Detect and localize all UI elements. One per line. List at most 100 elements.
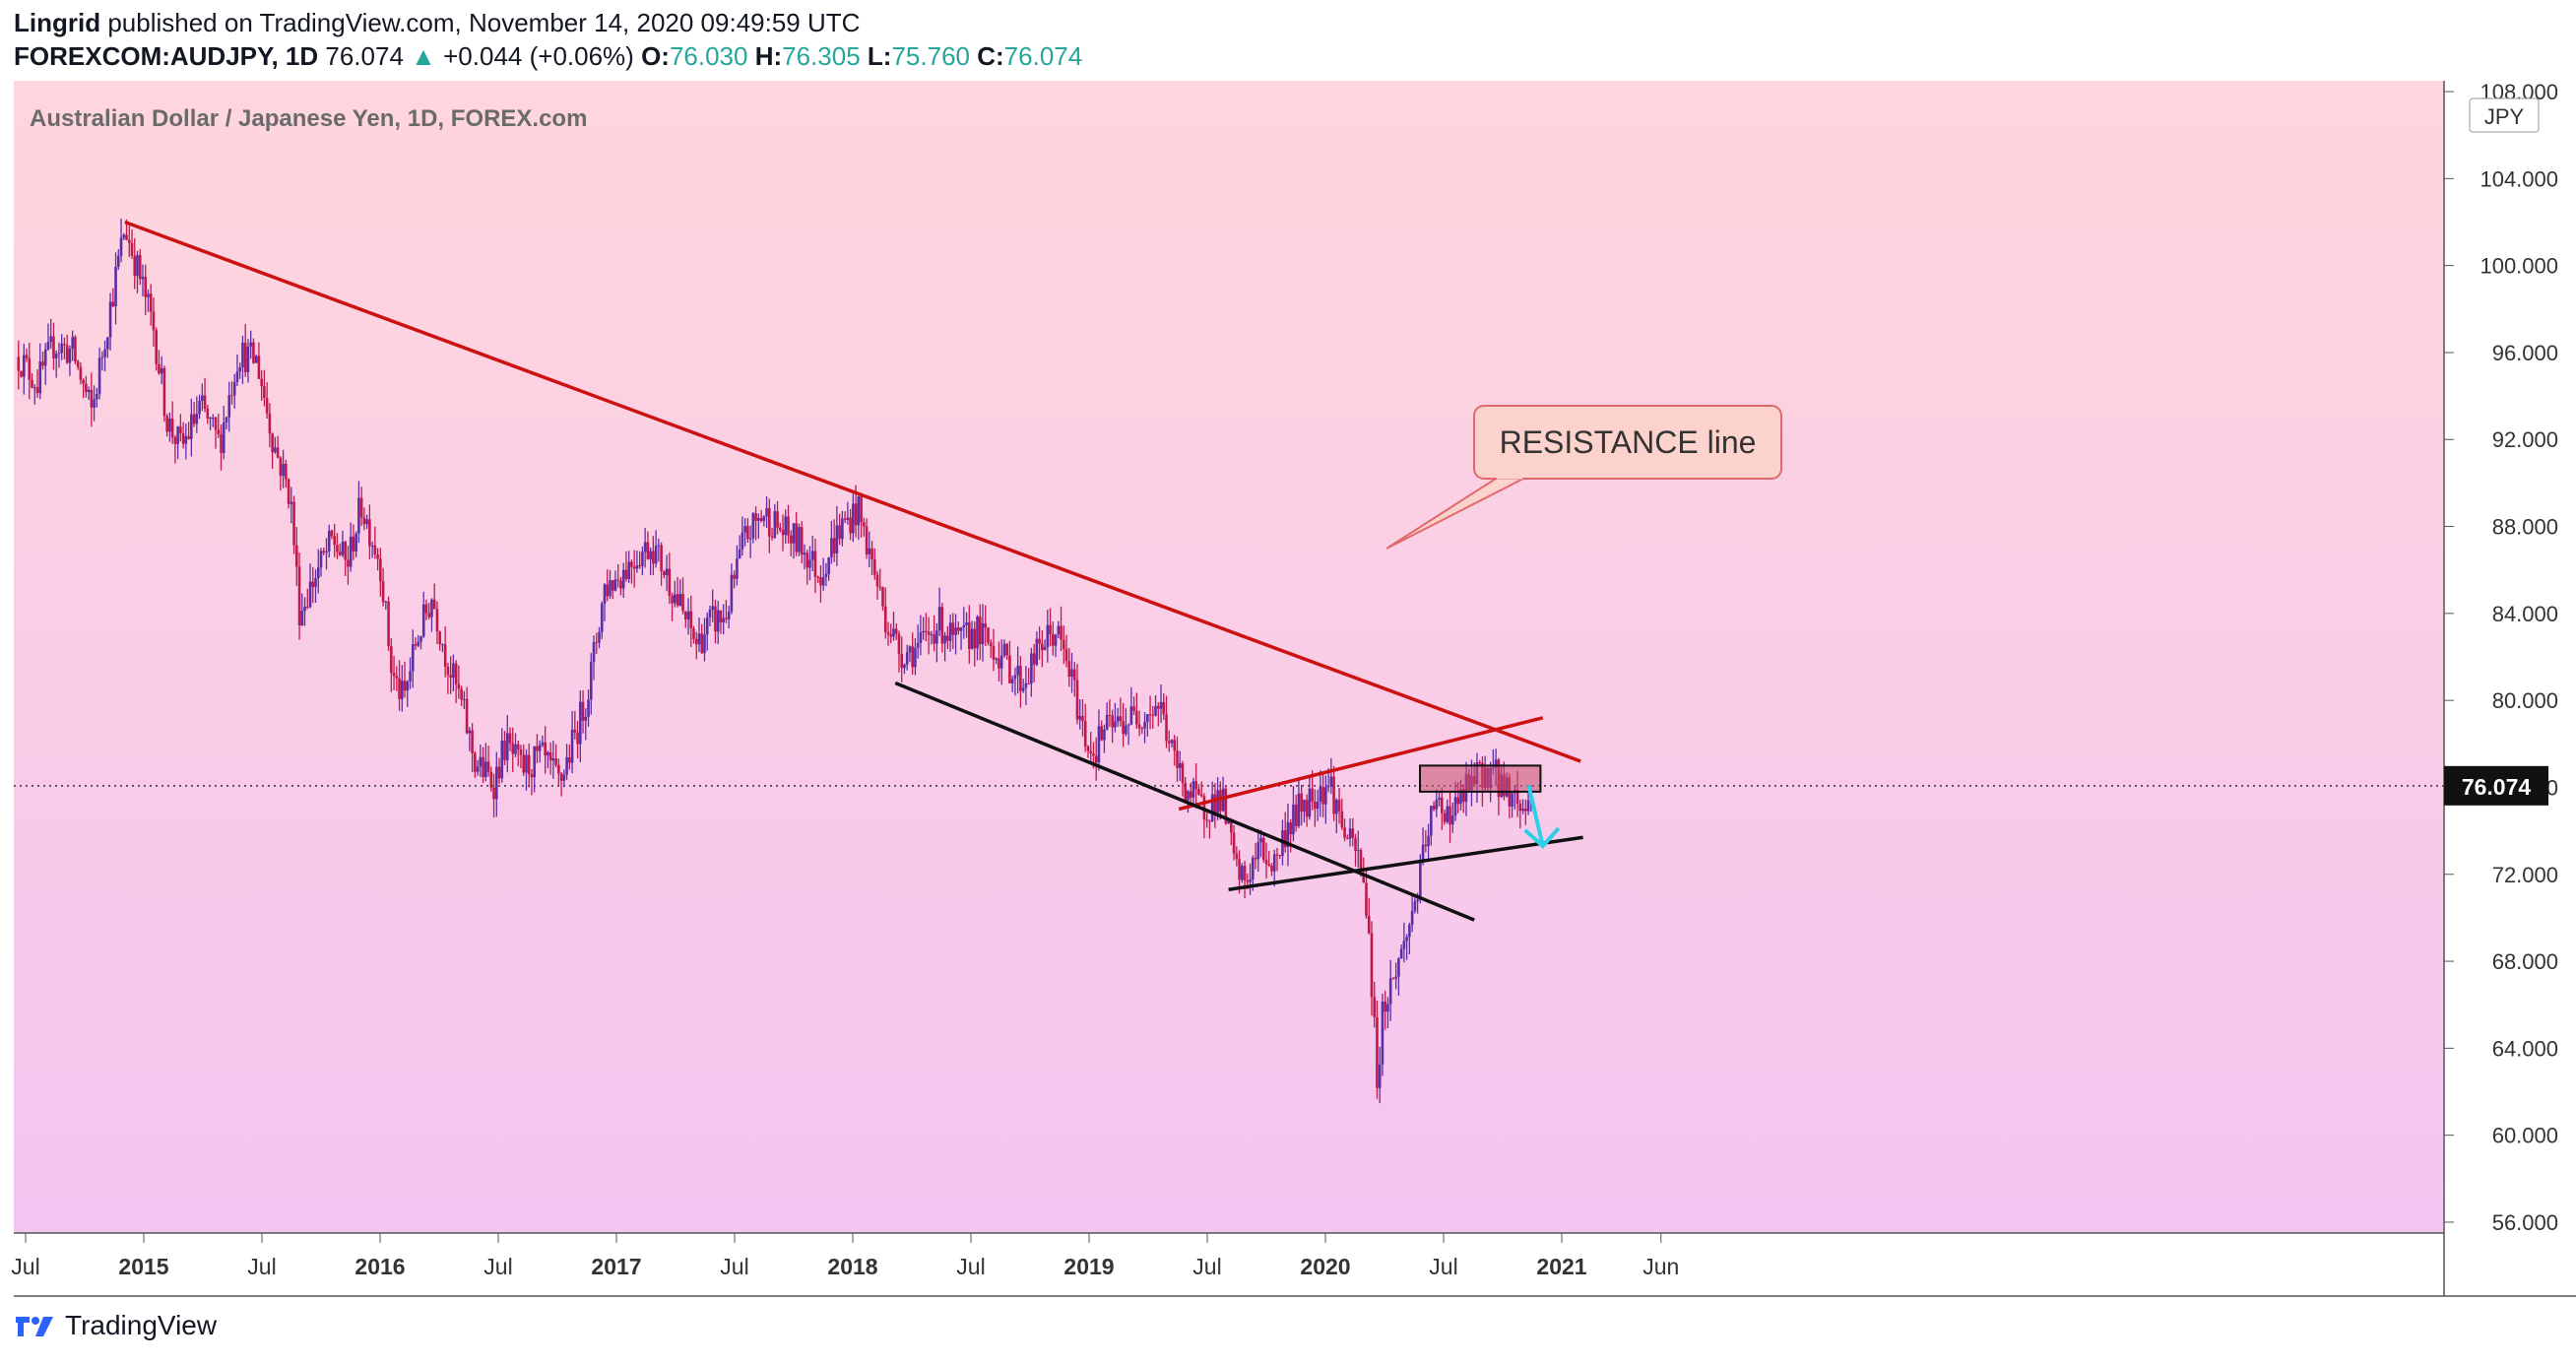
candle-body (1067, 661, 1071, 678)
candle-body (60, 344, 63, 354)
candle-body (1329, 776, 1333, 787)
candle-body (365, 519, 368, 525)
candle-body (220, 433, 223, 453)
candle-body (1178, 763, 1182, 768)
candle-body (411, 644, 415, 672)
candle-body (227, 395, 231, 418)
candle-body (674, 594, 676, 604)
candle-body (803, 552, 806, 555)
author-name[interactable]: Lingrid (14, 8, 101, 37)
candle-body (357, 497, 360, 534)
candle-body (206, 408, 210, 419)
candle-body (1122, 720, 1125, 735)
price-tick-label: 104.000 (2479, 166, 2558, 191)
time-axis[interactable]: Jul 2015 Jul 2016 Jul 2017 Jul 2018 Jul 2019 Jul 20… (11, 1232, 2576, 1297)
candle-body (368, 519, 371, 547)
candle-body (344, 542, 347, 560)
candle-body (705, 617, 709, 635)
candle-body (1013, 675, 1017, 680)
candle-body (652, 551, 655, 564)
candle-body (190, 414, 193, 439)
candle-body (474, 752, 477, 772)
candle-body (1046, 624, 1050, 648)
candle-body (28, 358, 32, 380)
candle-body (619, 580, 622, 589)
candle-body (668, 568, 672, 596)
price-axis[interactable]: 108.000104.000100.00096.00092.00088.0008… (2443, 80, 2558, 1296)
candle-body (776, 511, 779, 528)
candle-body (992, 646, 996, 660)
candle-body (665, 568, 669, 576)
candle-body (1453, 797, 1457, 816)
candle-body (381, 581, 385, 603)
candle-body (249, 342, 252, 347)
candle-body (1449, 806, 1451, 825)
tradingview-footer[interactable]: TradingView (14, 1310, 217, 1341)
candle-body (1038, 638, 1041, 644)
candle-body (530, 774, 534, 778)
candle-body (222, 422, 225, 453)
candle-body (754, 513, 757, 521)
candle-body (1399, 948, 1403, 959)
candle-body (981, 622, 985, 645)
candle-body (454, 663, 458, 684)
candle-body (863, 522, 866, 527)
candle-body (965, 621, 968, 625)
candle-body (314, 578, 317, 588)
candle-body (1184, 782, 1188, 801)
candle-body (946, 635, 949, 641)
candle-body (824, 573, 828, 578)
candle-body (570, 729, 574, 763)
candle-body (1521, 808, 1524, 812)
candle-body (1438, 797, 1441, 800)
candle-body (419, 636, 422, 642)
candle-body (1070, 669, 1073, 678)
candle-body (133, 255, 137, 277)
candle-body (503, 741, 506, 760)
candle-body (176, 426, 179, 444)
candle-body (1008, 655, 1011, 683)
candle-body (1308, 788, 1312, 817)
candle-body (1356, 850, 1360, 852)
candle-body (1216, 790, 1219, 814)
candle-body (984, 622, 988, 628)
candle-body (630, 561, 633, 567)
candle-body (1319, 786, 1322, 802)
candle-body (1241, 866, 1244, 880)
candle-body (557, 764, 560, 774)
candle-body (276, 447, 280, 458)
last-price-label: 76.074 (2462, 774, 2532, 800)
candle-body (392, 673, 396, 677)
candle-body (1324, 787, 1327, 805)
candle-body (1135, 710, 1138, 725)
candle-body (106, 337, 109, 350)
candle-body (544, 742, 547, 756)
candle-body (1019, 666, 1022, 691)
candle-body (1394, 976, 1397, 979)
candle-body (93, 399, 96, 408)
plot-area[interactable] (14, 81, 2444, 1233)
candle-body (362, 517, 366, 525)
candle-body (71, 337, 74, 350)
candle-body (646, 542, 650, 559)
candle-body (1156, 705, 1160, 709)
candle-body (1116, 716, 1120, 722)
candle-body (1249, 878, 1252, 882)
time-tick-label: Jul (720, 1254, 748, 1279)
candle-body (1337, 800, 1341, 812)
tradingview-brand: TradingView (65, 1310, 218, 1340)
candle-body (959, 627, 963, 631)
candle-body (792, 523, 796, 544)
candle-body (160, 367, 163, 374)
candle-body (165, 416, 168, 432)
candle-body (1140, 728, 1144, 730)
candle-body (1078, 716, 1082, 720)
candle-body (548, 751, 552, 761)
time-tick-label: 2019 (1063, 1254, 1114, 1279)
candle-body (533, 746, 536, 778)
candle-body (770, 536, 774, 538)
candle-body (925, 630, 928, 632)
candle-body (1052, 633, 1055, 646)
candle-body (768, 507, 771, 537)
